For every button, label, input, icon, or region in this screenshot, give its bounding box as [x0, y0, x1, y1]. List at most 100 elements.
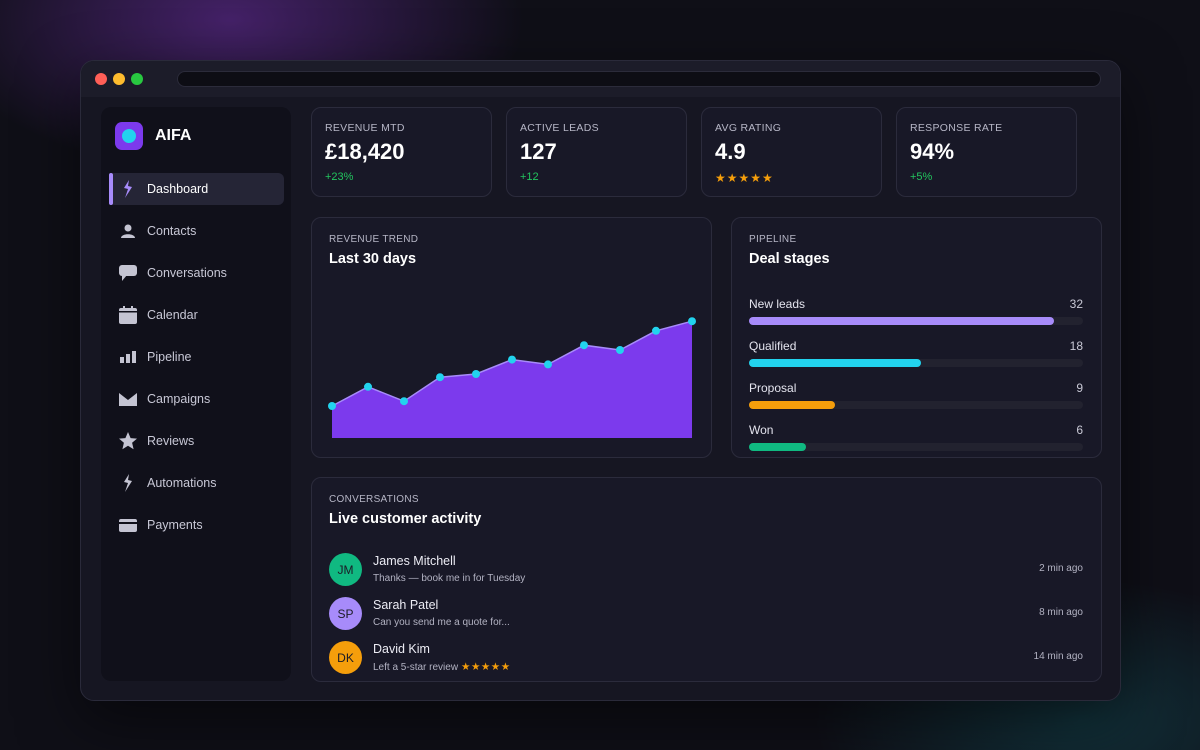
stage-count: 32 — [1069, 297, 1083, 311]
trend-point — [616, 346, 624, 354]
pipeline-stage-won[interactable]: Won 6 — [749, 423, 1083, 453]
kpi-label: REVENUE MTD — [325, 122, 405, 134]
pipeline-stage-new-leads[interactable]: New leads 32 — [749, 297, 1083, 327]
address-bar[interactable] — [177, 71, 1101, 87]
trend-point — [364, 382, 372, 391]
kpi-label: ACTIVE LEADS — [520, 122, 599, 134]
trend-point — [328, 402, 336, 410]
stage-track — [749, 401, 1083, 409]
sidebar-item-campaigns[interactable]: Campaigns — [109, 383, 284, 415]
contact-name: David Kim — [373, 642, 430, 656]
stage-bar — [749, 401, 835, 409]
sidebar-item-label: Reviews — [147, 434, 195, 448]
sidebar-item-payments[interactable]: Payments — [109, 509, 284, 541]
avatar: DK — [329, 641, 362, 674]
timestamp: 2 min ago — [1039, 563, 1083, 574]
conversation-item[interactable]: SP Sarah Patel Can you send me a quote f… — [329, 597, 1083, 633]
trend-points — [328, 317, 696, 410]
minimize-window-button[interactable] — [113, 73, 125, 85]
kpi-value: £18,420 — [325, 139, 405, 164]
card-icon — [119, 516, 137, 534]
pipeline-stage-qualified[interactable]: Qualified 18 — [749, 339, 1083, 369]
trend-point — [508, 355, 516, 364]
trend-point — [652, 326, 660, 335]
star-icon — [119, 432, 137, 450]
timestamp: 8 min ago — [1039, 607, 1083, 618]
kpi-label: RESPONSE RATE — [910, 122, 1003, 134]
pipeline-stage-proposal[interactable]: Proposal 9 — [749, 381, 1083, 411]
kpi-card-revenue: REVENUE MTD £18,420 +23% — [311, 107, 492, 197]
message-preview: Left a 5-star review ★★★★★ — [373, 661, 511, 673]
envelope-icon — [119, 390, 137, 408]
section-title: Live customer activity — [329, 511, 482, 527]
review-stars-icon: ★★★★★ — [461, 661, 511, 673]
sidebar-item-label: Dashboard — [147, 182, 209, 196]
sidebar-item-label: Contacts — [147, 224, 197, 238]
kpi-value: 4.9 — [715, 139, 746, 164]
message-text: Can you send me a quote for... — [373, 617, 510, 628]
section-label: REVENUE TREND — [329, 234, 419, 245]
sidebar-item-dashboard[interactable]: Dashboard — [109, 173, 284, 205]
section-title: Deal stages — [749, 251, 830, 267]
close-window-button[interactable] — [95, 73, 107, 85]
trend-point — [436, 373, 444, 382]
contact-name: James Mitchell — [373, 554, 456, 568]
sidebar-item-label: Conversations — [147, 266, 227, 280]
user-icon — [119, 222, 137, 240]
section-title: Last 30 days — [329, 251, 417, 267]
trend-point — [580, 341, 588, 350]
brand[interactable]: AIFA — [115, 121, 191, 151]
sidebar-item-conversations[interactable]: Conversations — [109, 257, 284, 289]
stage-track — [749, 443, 1083, 451]
sidebar: AIFA Dashboard Contacts Conversations Ca… — [101, 107, 291, 681]
stage-track — [749, 359, 1083, 367]
sidebar-item-label: Payments — [147, 518, 203, 532]
sidebar-item-reviews[interactable]: Reviews — [109, 425, 284, 457]
bar-chart-icon — [119, 348, 137, 366]
trend-area — [332, 321, 692, 438]
kpi-delta: +5% — [910, 171, 933, 183]
trend-point — [688, 317, 696, 326]
stage-bar — [749, 359, 921, 367]
trend-point — [400, 397, 408, 406]
sidebar-item-contacts[interactable]: Contacts — [109, 215, 284, 247]
avatar: JM — [329, 553, 362, 586]
bolt-icon — [119, 474, 137, 492]
message-preview: Can you send me a quote for... — [373, 617, 510, 628]
kpi-value: 94% — [910, 139, 955, 164]
conversation-item[interactable]: DK David Kim Left a 5-star review ★★★★★ 1… — [329, 641, 1083, 677]
stage-count: 6 — [1076, 423, 1083, 437]
kpi-delta: +23% — [325, 171, 354, 183]
bolt-icon — [119, 180, 137, 198]
maximize-window-button[interactable] — [131, 73, 143, 85]
sidebar-item-calendar[interactable]: Calendar — [109, 299, 284, 331]
revenue-trend-chart — [328, 317, 696, 438]
trend-point — [544, 360, 552, 369]
stage-name: Proposal — [749, 381, 797, 395]
section-label: PIPELINE — [749, 234, 797, 245]
avatar: SP — [329, 597, 362, 630]
brand-logo-icon — [115, 122, 143, 150]
sidebar-item-automations[interactable]: Automations — [109, 467, 284, 499]
window-titlebar — [81, 61, 1120, 97]
calendar-icon — [119, 306, 137, 324]
brand-name: AIFA — [155, 127, 192, 144]
kpi-card-response-rate: RESPONSE RATE 94% +5% — [896, 107, 1077, 197]
sidebar-item-pipeline[interactable]: Pipeline — [109, 341, 284, 373]
chat-icon — [119, 264, 137, 282]
conversation-item[interactable]: JM James Mitchell Thanks — book me in fo… — [329, 553, 1083, 589]
message-text: Left a 5-star review — [373, 662, 459, 673]
revenue-trend-card: REVENUE TREND Last 30 days — [311, 217, 712, 458]
sidebar-item-label: Automations — [147, 476, 217, 490]
sidebar-item-label: Calendar — [147, 308, 198, 322]
pipeline-card: PIPELINE Deal stages New leads 32 Qualif… — [731, 217, 1102, 458]
kpi-card-avg-rating: AVG RATING 4.9 ★★★★★ — [701, 107, 882, 197]
rating-stars-icon: ★★★★★ — [715, 171, 774, 185]
message-text: Thanks — book me in for Tuesday — [373, 573, 526, 584]
app-window: AIFA Dashboard Contacts Conversations Ca… — [80, 60, 1121, 701]
message-preview: Thanks — book me in for Tuesday — [373, 573, 525, 584]
sidebar-item-label: Pipeline — [147, 350, 192, 364]
section-label: CONVERSATIONS — [329, 494, 419, 505]
kpi-card-active-leads: ACTIVE LEADS 127 +12 — [506, 107, 687, 197]
stage-bar — [749, 443, 807, 451]
